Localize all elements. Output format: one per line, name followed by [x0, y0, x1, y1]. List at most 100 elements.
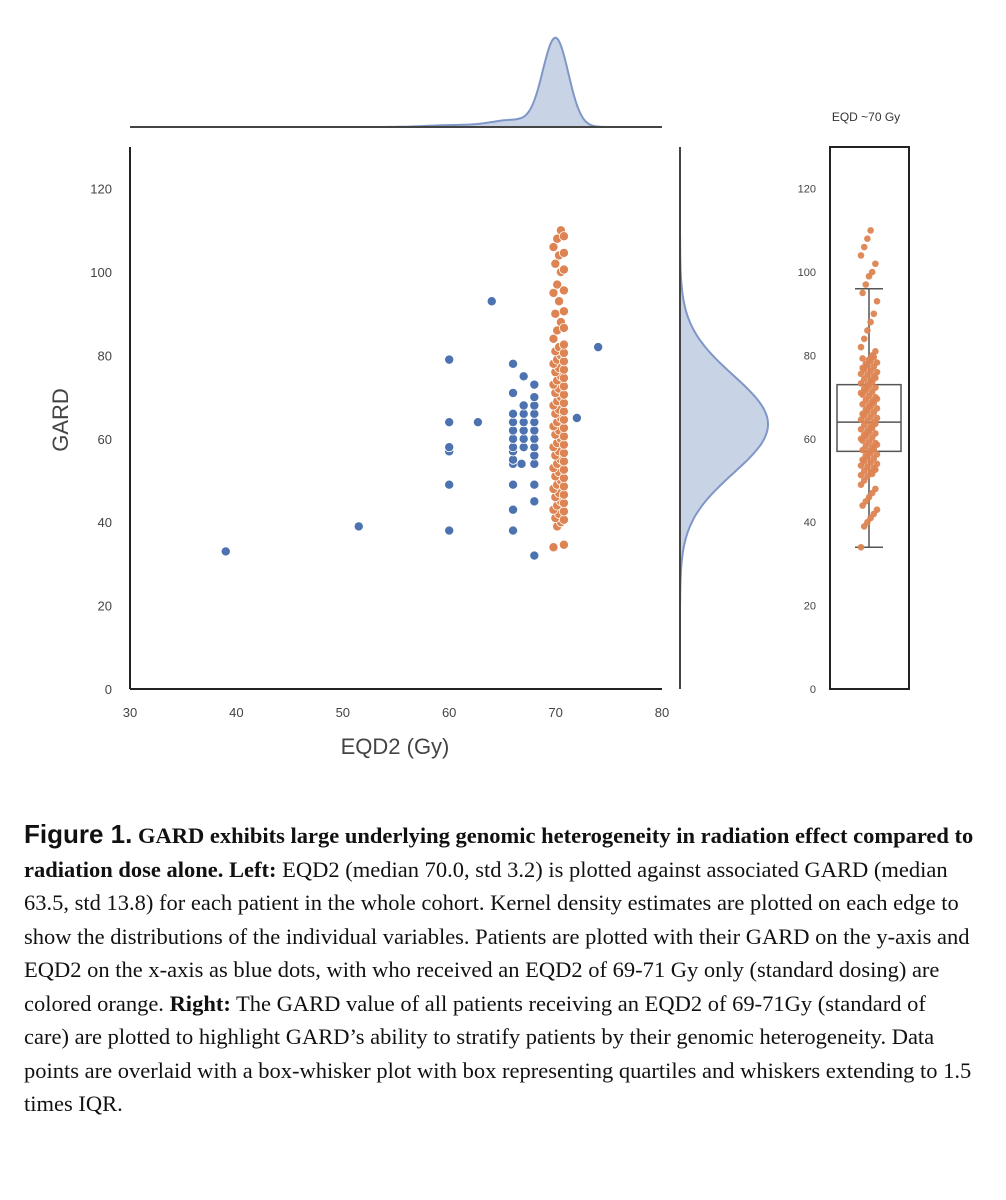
data-point-orange: [558, 322, 569, 333]
boxplot-y-tick-label: 40: [804, 517, 816, 529]
data-point-blue: [529, 458, 540, 469]
data-point-blue: [508, 425, 519, 436]
x-tick-label: 80: [655, 705, 669, 720]
data-point-orange: [550, 258, 561, 269]
boxplot-point: [862, 281, 870, 288]
boxplot-y-tick-label: 0: [810, 684, 816, 696]
data-point-blue: [508, 479, 519, 490]
boxplot-point: [870, 310, 878, 318]
data-point-blue: [529, 400, 540, 411]
data-point-blue: [518, 433, 529, 444]
figure-caption: Figure 1. GARD exhibits large underlying…: [24, 818, 974, 1121]
boxplot-title: EQD ~70 Gy: [832, 110, 900, 124]
y-tick-label: 120: [90, 182, 112, 197]
data-point-orange: [558, 431, 569, 442]
data-point-blue: [518, 400, 529, 411]
data-point-blue: [516, 458, 527, 469]
data-point-blue: [518, 417, 529, 428]
data-point-blue: [508, 504, 519, 515]
boxplot-point: [873, 359, 881, 366]
data-point-orange: [558, 247, 569, 258]
data-point-blue: [529, 442, 540, 453]
boxplot-point: [873, 450, 881, 458]
boxplot-point: [873, 414, 881, 422]
boxplot-point: [860, 335, 868, 343]
data-point-orange: [558, 473, 569, 484]
orange-points: [548, 225, 569, 553]
boxplot-point: [857, 252, 865, 259]
data-point-blue: [508, 433, 519, 444]
data-point-blue: [444, 525, 455, 536]
data-point-orange: [558, 414, 569, 425]
x-tick-label: 50: [336, 705, 350, 720]
boxplot-y-tick-labels: 0 20 40 60 80 100 120: [798, 184, 816, 696]
data-point-orange: [548, 287, 559, 298]
figure-canvas: 30 40 50 60 70 80 0 20 40 60 80 100 120 EQD2 (Gy) G…: [48, 36, 910, 759]
x-tick-label: 40: [229, 705, 243, 720]
data-point-blue: [220, 546, 231, 557]
data-point-orange: [558, 397, 569, 408]
data-point-orange: [558, 285, 569, 296]
data-point-blue: [529, 450, 540, 461]
boxplot-frame: [829, 146, 910, 690]
y-tick-label: 100: [90, 265, 112, 280]
data-point-blue: [529, 379, 540, 390]
boxplot-point: [864, 235, 871, 243]
data-point-blue: [518, 408, 529, 419]
data-point-orange: [558, 448, 569, 459]
data-point-orange: [558, 489, 569, 500]
data-point-orange: [558, 339, 569, 350]
boxplot-point: [872, 347, 879, 355]
data-point-blue: [508, 442, 519, 453]
data-point-blue: [529, 496, 540, 507]
data-point-blue: [444, 442, 455, 453]
y-axis-label: GARD: [48, 388, 73, 452]
data-point-blue: [529, 425, 540, 436]
x-tick-labels: 30 40 50 60 70 80: [123, 705, 669, 720]
data-point-blue: [444, 479, 455, 490]
kde-right-area: [679, 180, 770, 606]
data-point-blue: [593, 342, 604, 353]
data-point-orange: [558, 498, 569, 509]
data-point-blue: [508, 525, 519, 536]
data-point-blue: [529, 417, 540, 428]
caption-right-text: The GARD value of all patients receiving…: [24, 990, 972, 1117]
x-tick-label: 30: [123, 705, 137, 720]
data-point-blue: [518, 442, 529, 453]
scatter-axes: 30 40 50 60 70 80 0 20 40 60 80 100 120 EQD2 (Gy) G…: [48, 147, 669, 759]
data-point-orange: [558, 381, 569, 392]
data-point-blue: [518, 371, 529, 382]
data-point-orange: [558, 514, 569, 525]
data-point-orange: [558, 356, 569, 367]
data-point-orange: [558, 406, 569, 417]
boxplot-point: [873, 506, 881, 514]
data-point-blue: [486, 296, 497, 307]
data-point-orange: [558, 389, 569, 400]
boxplot-point: [873, 297, 881, 305]
data-point-blue: [444, 417, 455, 428]
data-point-blue: [472, 417, 483, 428]
caption-figure-label: Figure 1.: [24, 819, 133, 849]
boxplot-point: [859, 289, 866, 297]
data-point-orange: [550, 308, 561, 319]
data-point-blue: [508, 358, 519, 369]
data-point-blue: [529, 479, 540, 490]
boxplot-points: [857, 227, 881, 551]
boxplot-point: [867, 318, 874, 326]
data-point-orange: [548, 542, 559, 553]
y-tick-label: 40: [98, 515, 112, 530]
data-point-orange: [558, 306, 569, 317]
caption-left-label: Left:: [229, 856, 277, 882]
data-point-orange: [558, 423, 569, 434]
x-tick-label: 60: [442, 705, 456, 720]
y-tick-label: 20: [98, 599, 112, 614]
data-point-orange: [558, 456, 569, 467]
kde-top-area: [130, 36, 662, 128]
data-point-orange: [552, 279, 563, 290]
x-axis-label: EQD2 (Gy): [341, 734, 450, 759]
data-point-blue: [508, 408, 519, 419]
boxplot-panel: EQD ~70 Gy 0 20 40 60 80 100 120: [798, 110, 910, 696]
boxplot-point: [857, 343, 865, 351]
boxplot-point: [872, 430, 879, 437]
boxplot-y-tick-label: 60: [804, 434, 816, 446]
